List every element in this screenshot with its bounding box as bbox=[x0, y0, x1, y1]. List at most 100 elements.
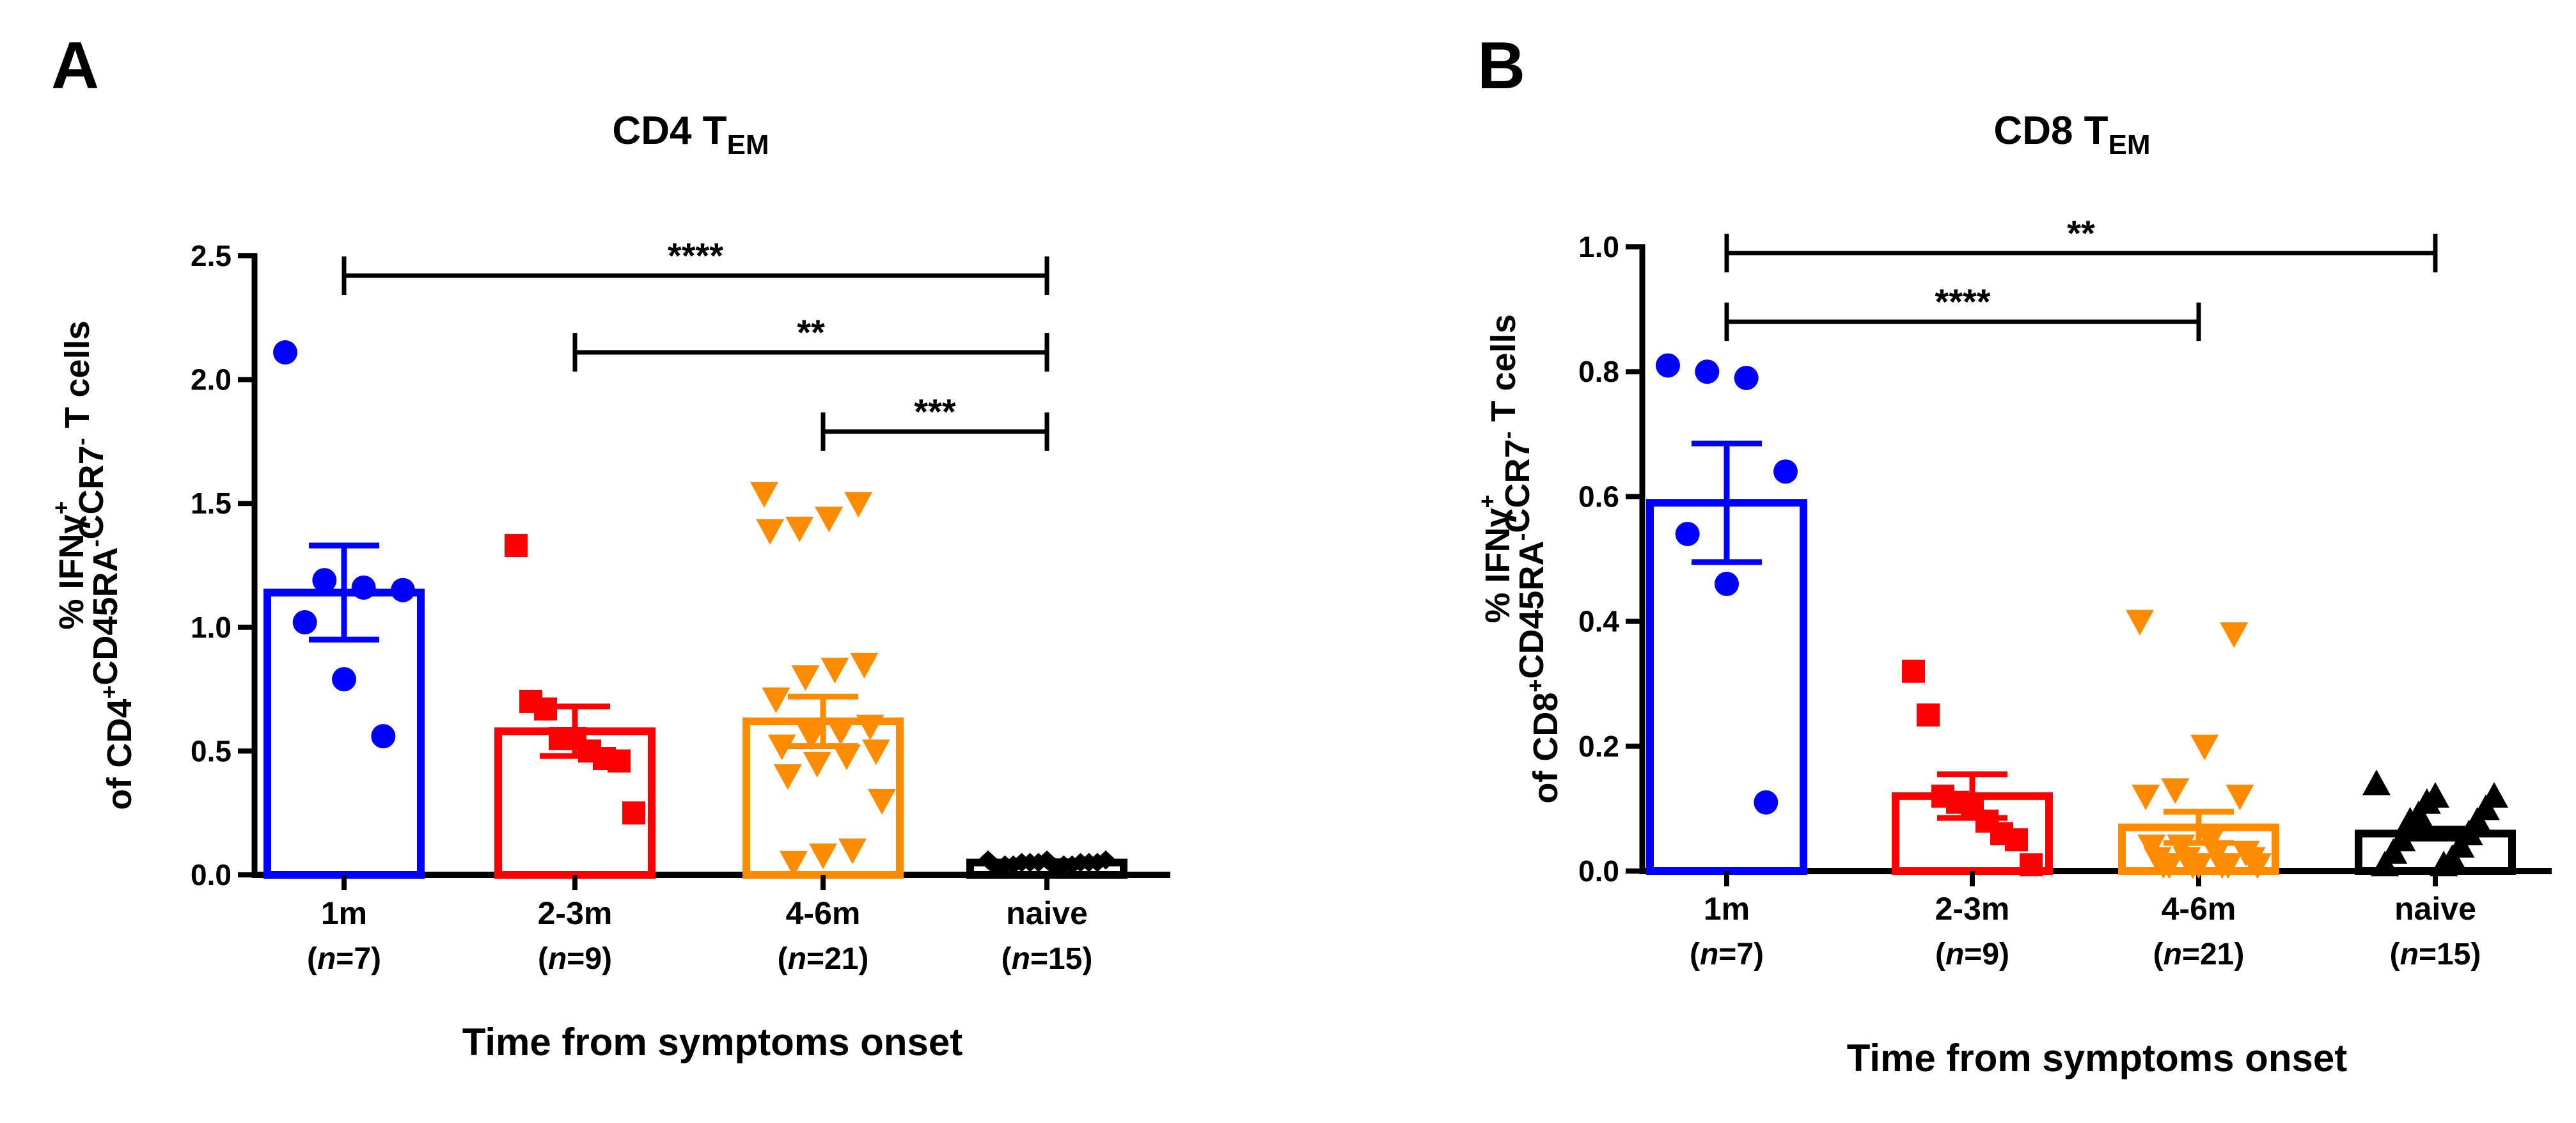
x-tick-n-label: (n=15) bbox=[2390, 938, 2481, 971]
data-point-4-6m bbox=[797, 725, 826, 751]
y-axis-label: % IFNγ+of CD8+CD45RA-CCR7- T cells bbox=[1474, 314, 1565, 803]
significance-label: ** bbox=[2067, 213, 2095, 253]
data-point-1m bbox=[1773, 459, 1798, 484]
data-point-4-6m bbox=[2220, 622, 2249, 648]
data-point-2-3m bbox=[534, 697, 557, 721]
chart-panel-b: B CD8 TEM % IFNγ+of CD8+CD45RA-CCR7- T cel… bbox=[1474, 29, 2552, 1080]
y-axis-label-line2: of CD8+CD45RA-CCR7- T cells bbox=[1484, 314, 1565, 803]
y-tick-label: 0.0 bbox=[1578, 854, 1619, 888]
data-point-4-6m bbox=[826, 719, 855, 746]
data-point-1m bbox=[1675, 521, 1700, 546]
significance-label: *** bbox=[914, 391, 956, 432]
panel-letter: A bbox=[51, 29, 99, 103]
y-tick-label: 2.0 bbox=[191, 363, 232, 397]
data-point-4-6m bbox=[815, 507, 844, 533]
data-point-4-6m bbox=[2132, 784, 2160, 810]
x-tick-label: 1m bbox=[1704, 891, 1750, 927]
y-tick-label: 0.5 bbox=[191, 734, 232, 767]
data-point-4-6m bbox=[2155, 853, 2183, 879]
data-point-4-6m bbox=[780, 851, 808, 877]
data-point-4-6m bbox=[2214, 853, 2242, 879]
y-tick-label: 1.0 bbox=[1578, 230, 1619, 263]
x-tick-n-label: (n=21) bbox=[778, 942, 869, 976]
data-point-1m bbox=[1754, 790, 1779, 815]
data-point-4-6m bbox=[850, 652, 879, 679]
chart-title: CD8 TEM bbox=[1993, 109, 2150, 161]
data-point-naive bbox=[2362, 769, 2391, 796]
data-point-4-6m bbox=[2243, 853, 2272, 879]
y-tick-label: 0.4 bbox=[1578, 605, 1619, 638]
data-point-4-6m bbox=[844, 492, 873, 518]
data-point-naive bbox=[1045, 858, 1066, 877]
data-point-2-3m bbox=[505, 534, 528, 558]
y-axis-label-line2: of CD4+CD45RA-CCR7- T cells bbox=[58, 320, 139, 810]
data-point-2-3m bbox=[608, 749, 631, 773]
x-tick-n-label: (n=7) bbox=[1690, 938, 1764, 971]
data-point-4-6m bbox=[750, 482, 778, 508]
x-tick-n-label: (n=9) bbox=[538, 942, 612, 976]
x-tick-n-label: (n=7) bbox=[307, 942, 381, 976]
data-point-4-6m bbox=[803, 751, 831, 778]
data-point-4-6m bbox=[868, 789, 896, 815]
data-point-4-6m bbox=[861, 739, 890, 766]
x-tick-label: 4-6m bbox=[2162, 891, 2236, 927]
data-point-4-6m bbox=[773, 764, 802, 790]
significance-label: **** bbox=[668, 235, 723, 276]
x-tick-label: 2-3m bbox=[538, 895, 613, 931]
y-tick-label: 0.8 bbox=[1578, 355, 1619, 388]
y-axis-label: % IFNγ+of CD4+CD45RA-CCR7- T cells bbox=[48, 320, 139, 810]
data-point-4-6m bbox=[856, 714, 884, 741]
data-point-naive bbox=[2430, 851, 2458, 877]
data-point-4-6m bbox=[809, 844, 837, 870]
data-point-4-6m bbox=[821, 657, 849, 684]
data-point-2-3m bbox=[1917, 703, 1940, 726]
y-tick-label: 0.6 bbox=[1578, 480, 1619, 513]
data-point-4-6m bbox=[785, 516, 814, 542]
data-point-1m bbox=[292, 610, 317, 635]
data-point-2-3m bbox=[622, 801, 645, 825]
y-axis-label-line1: % IFNγ+ bbox=[1474, 494, 1517, 623]
significance-label: ** bbox=[797, 312, 825, 352]
data-point-4-6m bbox=[2126, 609, 2154, 636]
significance-label: **** bbox=[1935, 281, 1990, 322]
data-point-naive bbox=[2396, 806, 2424, 833]
data-point-2-3m bbox=[1902, 659, 1925, 683]
data-point-1m bbox=[1656, 353, 1680, 378]
x-tick-label: 1m bbox=[321, 895, 367, 931]
y-tick-label: 2.5 bbox=[191, 239, 232, 272]
data-point-1m bbox=[273, 340, 297, 365]
x-tick-n-label: (n=15) bbox=[1001, 942, 1093, 976]
x-axis-label: Time from symptoms onset bbox=[462, 1021, 962, 1064]
y-tick-label: 0.2 bbox=[1578, 730, 1619, 763]
data-point-naive bbox=[986, 858, 1007, 877]
data-point-4-6m bbox=[2190, 734, 2219, 760]
data-point-4-6m bbox=[2226, 784, 2254, 810]
x-tick-label: 2-3m bbox=[1935, 891, 2010, 927]
data-point-4-6m bbox=[2161, 778, 2190, 805]
x-tick-n-label: (n=21) bbox=[2153, 938, 2245, 971]
data-point-1m bbox=[332, 667, 356, 692]
data-point-1m bbox=[1734, 365, 1759, 390]
panel-letter: B bbox=[1477, 29, 1525, 103]
data-point-1m bbox=[1715, 572, 1739, 597]
data-point-4-6m bbox=[832, 744, 861, 771]
data-point-naive bbox=[2371, 851, 2399, 877]
data-point-1m bbox=[1695, 359, 1720, 384]
data-point-1m bbox=[351, 575, 376, 600]
chart-panel-a: A CD4 TEM % IFNγ+of CD4+CD45RA-CCR7- T cel… bbox=[48, 29, 1170, 1064]
data-point-4-6m bbox=[762, 687, 790, 714]
x-tick-label: naive bbox=[1006, 895, 1088, 931]
data-point-4-6m bbox=[2185, 853, 2213, 879]
data-point-1m bbox=[371, 724, 396, 749]
y-axis-label-line1: % IFNγ+ bbox=[48, 501, 91, 629]
y-tick-label: 1.0 bbox=[191, 611, 232, 644]
y-tick-label: 0.0 bbox=[191, 858, 232, 891]
data-point-1m bbox=[391, 577, 415, 602]
data-point-4-6m bbox=[838, 838, 867, 865]
y-tick-label: 1.5 bbox=[191, 487, 232, 520]
chart-title: CD4 TEM bbox=[612, 109, 769, 161]
data-point-4-6m bbox=[756, 519, 785, 545]
x-tick-label: naive bbox=[2394, 891, 2476, 927]
x-tick-label: 4-6m bbox=[786, 895, 861, 931]
